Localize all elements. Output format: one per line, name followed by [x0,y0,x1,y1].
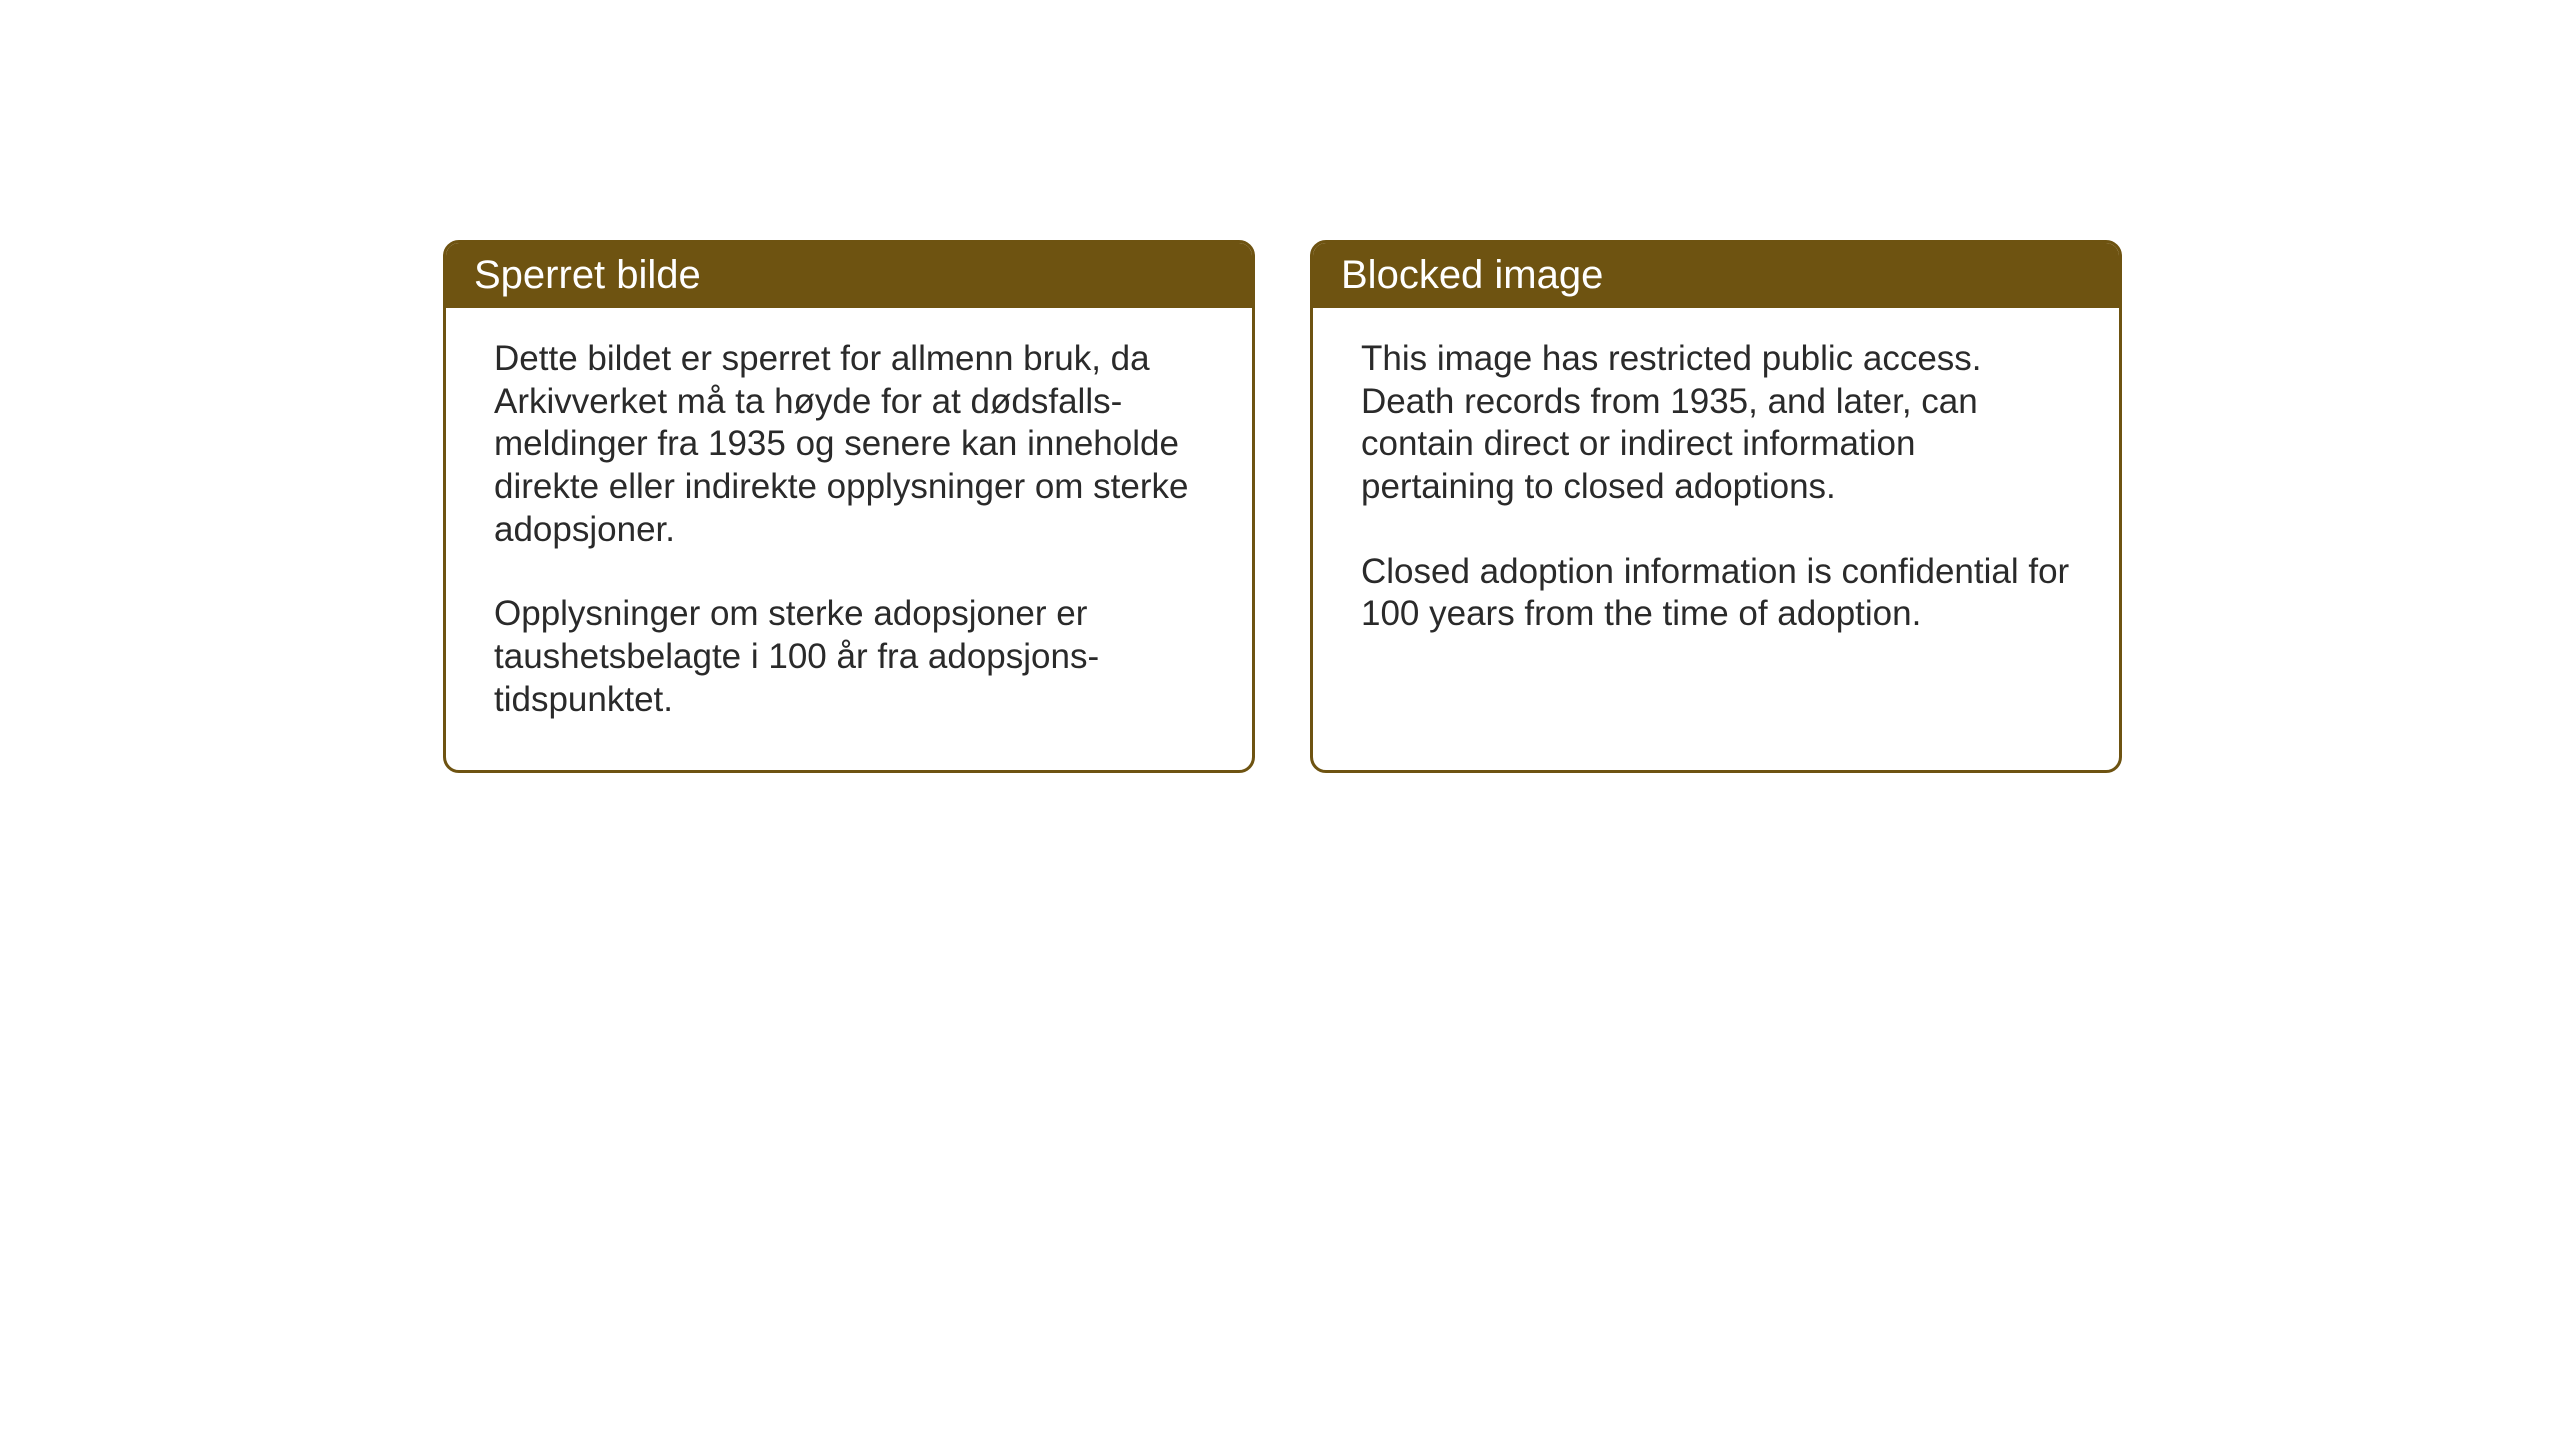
card-header-norwegian: Sperret bilde [446,243,1252,308]
card-paragraph2-norwegian: Opplysninger om sterke adopsjoner er tau… [494,593,1204,721]
cards-container: Sperret bilde Dette bildet er sperret fo… [443,240,2122,773]
card-paragraph1-english: This image has restricted public access.… [1361,338,2071,509]
card-header-english: Blocked image [1313,243,2119,308]
card-english: Blocked image This image has restricted … [1310,240,2122,773]
card-paragraph2-english: Closed adoption information is confident… [1361,551,2071,636]
card-title-norwegian: Sperret bilde [474,253,701,297]
card-norwegian: Sperret bilde Dette bildet er sperret fo… [443,240,1255,773]
card-paragraph1-norwegian: Dette bildet er sperret for allmenn bruk… [494,338,1204,551]
card-body-norwegian: Dette bildet er sperret for allmenn bruk… [446,308,1252,770]
card-body-english: This image has restricted public access.… [1313,308,2119,753]
card-title-english: Blocked image [1341,253,1603,297]
